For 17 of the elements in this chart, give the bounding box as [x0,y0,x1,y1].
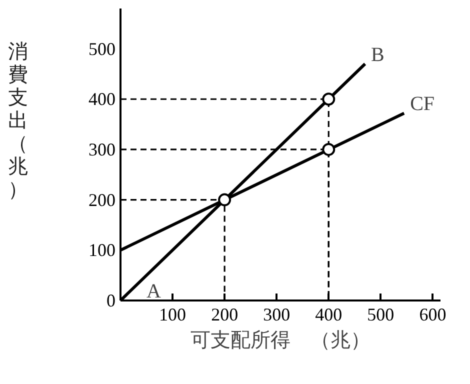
y-tick-label: 100 [88,240,116,260]
y-tick-label: 300 [88,139,116,160]
y-tick-label: 0 [106,290,116,310]
annotation: CF [410,93,435,116]
y-tick-label: 400 [88,89,116,110]
annotation: B [371,44,384,66]
x-tick-label: 200 [211,304,238,324]
x-tick-label: 600 [419,304,446,324]
x-tick-label: 100 [159,304,186,324]
x-tick-label: 300 [263,304,290,324]
y-tick-label: 500 [88,38,116,59]
y-axis-title: 消費支出（兆） [7,39,29,201]
x-axis-title: 可支配所得 （兆） [190,328,370,352]
annotation: A [146,280,162,302]
y-tick-label: 200 [88,190,116,210]
x-tick-label: 500 [367,304,394,324]
x-tick-label: 400 [315,304,342,324]
